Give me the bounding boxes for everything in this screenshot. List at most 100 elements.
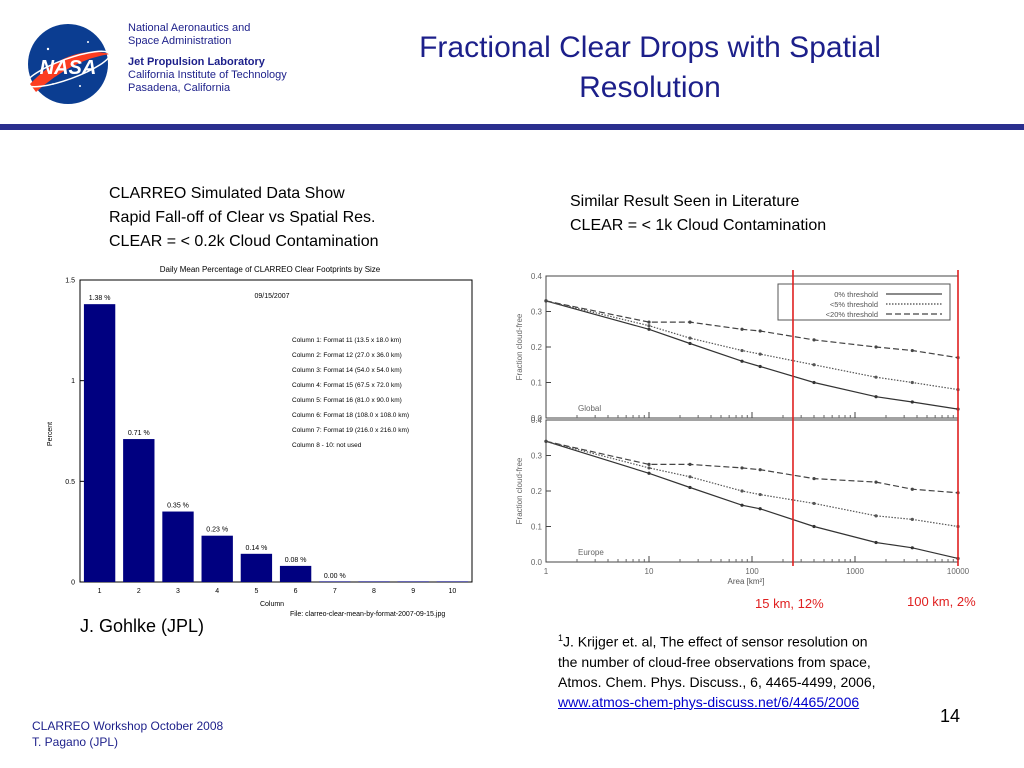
bar-chart-plot-frame [79, 279, 473, 583]
bar-x-tick-label: 2 [137, 588, 141, 595]
bar-chart-date: 09/15/2007 [254, 293, 289, 300]
line-legend-box [777, 283, 951, 321]
bar-col-2 [123, 439, 155, 582]
line-chart-xlabel: Area [km²] [728, 577, 765, 586]
line-ylabel: Fraction cloud-free [515, 457, 524, 524]
credit: J. Gohlke (JPL) [80, 616, 205, 636]
line-y-tick-label: 0.2 [531, 487, 543, 496]
line-point [758, 364, 762, 369]
line-point [874, 480, 878, 484]
bar-value-label: 0.23 % [206, 527, 228, 534]
line-series-5pct [545, 440, 959, 528]
line-point [740, 489, 744, 493]
line-point [812, 363, 816, 367]
footer: CLARREO Workshop October 2008 T. Pagano … [32, 719, 224, 749]
line-point [544, 299, 548, 303]
line-point [647, 327, 651, 331]
line-point [647, 462, 651, 466]
line-x-tick-label: 100 [745, 567, 759, 576]
header-rule [0, 124, 1024, 130]
bar-legend-line: Column 7: Format 19 (216.0 x 216.0 km) [292, 427, 409, 434]
line-point [688, 336, 692, 340]
bar-col-7 [319, 581, 351, 582]
bar-chart-title: Daily Mean Percentage of CLARREO Clear F… [160, 265, 381, 274]
line-legend-label: <20% threshold [826, 310, 878, 319]
line-chart: 0.0 0.1 0.2 0.3 0.4 Fraction cloud-free Global… [515, 270, 970, 586]
bar-legend-line: Column 3: Format 14 (54.0 x 54.0 km) [292, 367, 402, 374]
line-y-tick-label: 0.4 [531, 416, 543, 425]
bar-x-tick-label: 5 [254, 588, 258, 595]
line-point [874, 395, 878, 399]
line-x-tick-label: 1000 [846, 567, 864, 576]
bar-y-tick-label: 0 [71, 580, 75, 587]
bar-chart-file-label: File: clarreo-clear-mean-by-format-2007-… [290, 611, 445, 618]
line-point [910, 348, 914, 353]
bar-x-tick-label: 4 [215, 588, 219, 595]
line-x-tick-label: 10000 [947, 567, 970, 576]
line-point [758, 507, 762, 511]
bar-x-tick-label: 10 [449, 588, 457, 595]
bar-x-tick-label: 7 [333, 588, 337, 595]
line-point [910, 517, 914, 521]
line-y-tick-label: 0.4 [531, 272, 543, 281]
marker-label-100km: 100 km, 2% [907, 594, 976, 609]
svg-text:NASA: NASA [40, 57, 97, 79]
line-panel-frame-europe [545, 419, 959, 563]
bar-col-9 [397, 581, 429, 582]
bar-col-4 [201, 535, 233, 582]
bar-chart-xlabel: Column [260, 601, 284, 608]
bar-value-label: 0.00 % [324, 573, 346, 580]
line-y-tick-label: 0.0 [531, 414, 543, 423]
bar-value-label: 0.14 % [246, 545, 268, 552]
bar-legend-line: Column 8 - 10: not used [292, 442, 362, 449]
line-ylabel: Fraction cloud-free [515, 313, 524, 380]
line-point [758, 329, 762, 333]
bar-col-8 [358, 581, 390, 582]
line-legend-label: <5% threshold [830, 300, 878, 309]
bar-value-label: 1.38 % [89, 295, 111, 302]
line-point [910, 546, 914, 550]
bar-value-label: 0.35 % [167, 503, 189, 510]
bar-x-tick-label: 9 [411, 588, 415, 595]
line-point [688, 320, 692, 324]
reference-link[interactable]: www.atmos-chem-phys-discuss.net/6/4465/2… [558, 693, 860, 710]
right-caption: Similar Result Seen in Literature CLEAR … [570, 193, 827, 234]
nasa-logo: NASA [18, 14, 118, 114]
line-point [647, 471, 651, 475]
slide-title: Fractional Clear Drops with Spatial Reso… [419, 31, 881, 104]
line-panel-name: Europe [578, 548, 604, 557]
line-point [874, 375, 878, 379]
line-point [740, 466, 744, 470]
line-x-tick-label: 10 [645, 567, 654, 576]
bar-x-tick-label: 3 [176, 588, 180, 595]
page-number: 14 [940, 706, 961, 726]
line-point [812, 476, 816, 481]
bar-legend-line: Column 4: Format 15 (67.5 x 72.0 km) [292, 382, 402, 389]
bar-y-tick-label: 0.5 [65, 479, 75, 486]
line-point [544, 439, 548, 443]
line-y-tick-label: 0.3 [531, 308, 543, 317]
line-point [812, 380, 816, 385]
bar-col-6 [279, 565, 312, 582]
bar-value-label: 0.71 % [128, 430, 150, 437]
marker-label-15km: 15 km, 12% [755, 596, 824, 611]
line-point [688, 341, 692, 346]
line-point [812, 501, 816, 506]
line-point [874, 514, 878, 518]
reference-sup: 1 [558, 633, 564, 643]
city-name: Pasadena, California [128, 82, 231, 94]
line-point [647, 466, 651, 470]
line-y-tick-label: 0.1 [531, 379, 543, 388]
bar-col-1 [83, 304, 116, 582]
bar-col-10 [436, 581, 469, 582]
bar-value-label: 0.08 % [285, 557, 307, 564]
line-point [874, 540, 878, 545]
left-caption: CLARREO Simulated Data Show Rapid Fall-o… [109, 185, 379, 250]
line-x-tick-label: 1 [544, 567, 549, 576]
bar-legend-line: Column 1: Format 11 (13.5 x 18.0 km) [292, 337, 401, 344]
line-point [688, 462, 692, 466]
line-point [812, 524, 816, 529]
bar-legend-line: Column 2: Format 12 (27.0 x 36.0 km) [292, 352, 402, 359]
lab-name: Jet Propulsion Laboratory [128, 56, 265, 68]
line-point [910, 400, 914, 404]
